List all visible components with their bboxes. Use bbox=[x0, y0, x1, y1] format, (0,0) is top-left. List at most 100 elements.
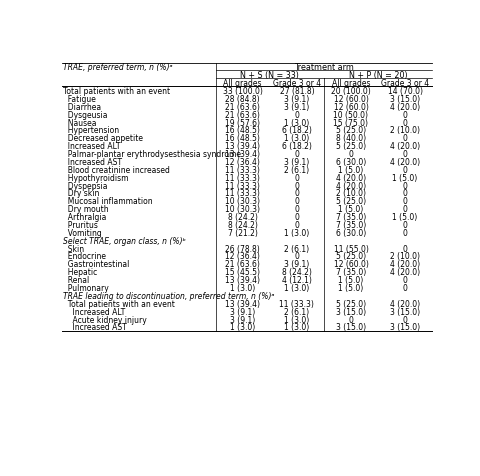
Text: TRAE leading to discontinuation, preferred term, n (%)ᵃ: TRAE leading to discontinuation, preferr… bbox=[62, 292, 274, 301]
Text: 1 (3.0): 1 (3.0) bbox=[284, 323, 309, 332]
Text: 4 (12.1): 4 (12.1) bbox=[281, 276, 311, 285]
Text: 4 (20.0): 4 (20.0) bbox=[335, 181, 365, 190]
Text: 0: 0 bbox=[402, 150, 407, 159]
Text: Fatigue: Fatigue bbox=[62, 95, 96, 104]
Text: 3 (9.1): 3 (9.1) bbox=[284, 95, 309, 104]
Text: 33 (100.0): 33 (100.0) bbox=[222, 87, 262, 96]
Text: 0: 0 bbox=[348, 150, 353, 159]
Text: 1 (5.0): 1 (5.0) bbox=[337, 205, 363, 214]
Text: 14 (70.0): 14 (70.0) bbox=[387, 87, 422, 96]
Text: 15 (75.0): 15 (75.0) bbox=[333, 119, 368, 128]
Text: 2 (10.0): 2 (10.0) bbox=[389, 252, 419, 261]
Text: 26 (78.8): 26 (78.8) bbox=[225, 245, 260, 254]
Text: 2 (10.0): 2 (10.0) bbox=[335, 189, 365, 198]
Text: 15 (45.5): 15 (45.5) bbox=[225, 268, 260, 277]
Text: 28 (84.8): 28 (84.8) bbox=[225, 95, 260, 104]
Text: 3 (9.1): 3 (9.1) bbox=[229, 316, 255, 325]
Text: 12 (60.0): 12 (60.0) bbox=[333, 260, 368, 269]
Text: 4 (20.0): 4 (20.0) bbox=[389, 142, 419, 151]
Text: Renal: Renal bbox=[62, 276, 89, 285]
Text: 1 (5.0): 1 (5.0) bbox=[337, 284, 363, 293]
Text: Vomiting: Vomiting bbox=[62, 229, 101, 238]
Text: 21 (63.6): 21 (63.6) bbox=[225, 110, 260, 119]
Text: 0: 0 bbox=[402, 189, 407, 198]
Text: 1 (5.0): 1 (5.0) bbox=[392, 174, 417, 183]
Text: N + S (N = 33): N + S (N = 33) bbox=[240, 71, 299, 80]
Text: 0: 0 bbox=[402, 276, 407, 285]
Text: 6 (18.2): 6 (18.2) bbox=[281, 142, 311, 151]
Text: All grades: All grades bbox=[331, 79, 370, 88]
Text: 1 (3.0): 1 (3.0) bbox=[284, 316, 309, 325]
Text: 0: 0 bbox=[294, 150, 299, 159]
Text: 0: 0 bbox=[294, 174, 299, 183]
Text: 1 (5.0): 1 (5.0) bbox=[392, 213, 417, 222]
Text: 16 (48.5): 16 (48.5) bbox=[225, 127, 260, 135]
Text: 5 (25.0): 5 (25.0) bbox=[335, 142, 365, 151]
Text: 12 (60.0): 12 (60.0) bbox=[333, 103, 368, 112]
Text: 1 (5.0): 1 (5.0) bbox=[337, 166, 363, 175]
Text: 0: 0 bbox=[294, 110, 299, 119]
Text: 0: 0 bbox=[348, 316, 353, 325]
Text: Endocrine: Endocrine bbox=[62, 252, 106, 261]
Text: Pulmonary: Pulmonary bbox=[62, 284, 108, 293]
Text: Increased AST: Increased AST bbox=[62, 158, 121, 167]
Text: 4 (20.0): 4 (20.0) bbox=[389, 260, 419, 269]
Text: 0: 0 bbox=[402, 181, 407, 190]
Text: 10 (30.3): 10 (30.3) bbox=[225, 198, 260, 206]
Text: 21 (63.6): 21 (63.6) bbox=[225, 260, 260, 269]
Text: 13 (39.4): 13 (39.4) bbox=[225, 300, 260, 309]
Text: 0: 0 bbox=[294, 213, 299, 222]
Text: 6 (30.0): 6 (30.0) bbox=[335, 158, 365, 167]
Text: 0: 0 bbox=[402, 198, 407, 206]
Text: 3 (9.1): 3 (9.1) bbox=[284, 103, 309, 112]
Text: 4 (20.0): 4 (20.0) bbox=[389, 300, 419, 309]
Text: Pruritus: Pruritus bbox=[62, 221, 97, 230]
Text: 2 (6.1): 2 (6.1) bbox=[284, 166, 309, 175]
Text: 12 (36.4): 12 (36.4) bbox=[225, 158, 260, 167]
Text: 1 (3.0): 1 (3.0) bbox=[284, 134, 309, 143]
Text: 0: 0 bbox=[402, 284, 407, 293]
Text: 1 (3.0): 1 (3.0) bbox=[229, 323, 255, 332]
Text: 10 (30.3): 10 (30.3) bbox=[225, 205, 260, 214]
Text: N + P (N = 20): N + P (N = 20) bbox=[348, 71, 407, 80]
Text: 4 (20.0): 4 (20.0) bbox=[389, 158, 419, 167]
Text: Dry skin: Dry skin bbox=[62, 189, 99, 198]
Text: 3 (15.0): 3 (15.0) bbox=[335, 307, 365, 317]
Text: 7 (35.0): 7 (35.0) bbox=[335, 221, 365, 230]
Text: 3 (9.1): 3 (9.1) bbox=[284, 260, 309, 269]
Text: 6 (30.0): 6 (30.0) bbox=[335, 229, 365, 238]
Text: 0: 0 bbox=[402, 166, 407, 175]
Text: Total patients with an event: Total patients with an event bbox=[62, 87, 169, 96]
Text: 13 (39.4): 13 (39.4) bbox=[225, 142, 260, 151]
Text: Dyspepsia: Dyspepsia bbox=[62, 181, 107, 190]
Text: 0: 0 bbox=[402, 205, 407, 214]
Text: Increased ALT: Increased ALT bbox=[62, 142, 120, 151]
Text: 0: 0 bbox=[402, 229, 407, 238]
Text: 2 (6.1): 2 (6.1) bbox=[284, 307, 309, 317]
Text: 11 (33.3): 11 (33.3) bbox=[279, 300, 313, 309]
Text: 8 (24.2): 8 (24.2) bbox=[227, 213, 257, 222]
Text: Palmar-plantar erythrodysesthesia syndrome: Palmar-plantar erythrodysesthesia syndro… bbox=[62, 150, 240, 159]
Text: 1 (3.0): 1 (3.0) bbox=[284, 229, 309, 238]
Text: 11 (33.3): 11 (33.3) bbox=[225, 174, 260, 183]
Text: 12 (36.4): 12 (36.4) bbox=[225, 252, 260, 261]
Text: 0: 0 bbox=[294, 189, 299, 198]
Text: Skin: Skin bbox=[62, 245, 84, 254]
Text: 0: 0 bbox=[402, 134, 407, 143]
Text: 3 (15.0): 3 (15.0) bbox=[335, 323, 365, 332]
Text: Diarrhea: Diarrhea bbox=[62, 103, 101, 112]
Text: 0: 0 bbox=[402, 316, 407, 325]
Text: Dry mouth: Dry mouth bbox=[62, 205, 108, 214]
Text: 5 (25.0): 5 (25.0) bbox=[335, 127, 365, 135]
Text: Arthralgia: Arthralgia bbox=[62, 213, 106, 222]
Text: Acute kidney injury: Acute kidney injury bbox=[62, 316, 146, 325]
Text: Hypertension: Hypertension bbox=[62, 127, 119, 135]
Text: 27 (81.8): 27 (81.8) bbox=[279, 87, 313, 96]
Text: Treatment arm: Treatment arm bbox=[293, 63, 353, 72]
Text: 4 (20.0): 4 (20.0) bbox=[335, 174, 365, 183]
Text: Dysgeusia: Dysgeusia bbox=[62, 110, 107, 119]
Text: 20 (100.0): 20 (100.0) bbox=[330, 87, 370, 96]
Text: 13 (39.4): 13 (39.4) bbox=[225, 150, 260, 159]
Text: 0: 0 bbox=[294, 221, 299, 230]
Text: Decreased appetite: Decreased appetite bbox=[62, 134, 143, 143]
